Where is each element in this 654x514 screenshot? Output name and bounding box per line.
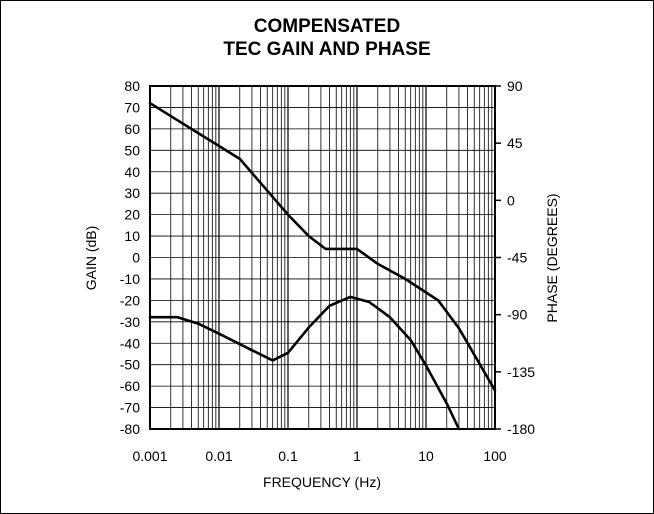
y-tick-label: -50	[120, 357, 140, 373]
y-tick-label: -70	[120, 400, 140, 416]
y-tick-label: 70	[124, 99, 140, 115]
x-tick-label: 0.01	[205, 448, 232, 464]
y-tick-label: 50	[124, 142, 140, 158]
y2-tick-label: -45	[507, 250, 527, 266]
y2-tick-label: 90	[507, 78, 523, 94]
x-axis-label: FREQUENCY (Hz)	[263, 474, 381, 490]
x-tick-label: 0.1	[278, 448, 298, 464]
y-tick-labels: 80 70 60 50 40 30 20 10 0 -10 -20 -30 -40 -50 -60 -70 -8…	[120, 78, 140, 437]
series-lines	[148, 101, 497, 431]
x-tick-label: 100	[483, 448, 507, 464]
y2-tick-label: 0	[507, 192, 515, 208]
y-tick-label: 40	[124, 164, 140, 180]
y-tick-label: -80	[120, 421, 140, 437]
y2-tick-labels: 90 45 0 -45 -90 -135 -180	[495, 78, 535, 437]
y2-axis-label: PHASE (DEGREES)	[544, 193, 560, 322]
y-tick-label: -60	[120, 378, 140, 394]
x-tick-labels: 0.001 0.01 0.1 1 10 100	[132, 448, 506, 464]
y-tick-label: 20	[124, 207, 140, 223]
y-tick-label: -20	[120, 292, 140, 308]
phase-curve	[148, 295, 461, 431]
y-tick-label: 60	[124, 121, 140, 137]
x-tick-label: 0.001	[132, 448, 167, 464]
y2-tick-label: 45	[507, 135, 523, 151]
y2-tick-label: -180	[507, 421, 535, 437]
y-tick-label: -40	[120, 335, 140, 351]
y-tick-label: 0	[132, 250, 140, 266]
y-tick-label: -10	[120, 271, 140, 287]
y-tick-label: -30	[120, 314, 140, 330]
y-tick-label: 30	[124, 185, 140, 201]
x-tick-label: 1	[353, 448, 361, 464]
grid	[149, 86, 495, 429]
y2-tick-label: -90	[507, 307, 527, 323]
y-tick-label: 10	[124, 228, 140, 244]
y-axis-label: GAIN (dB)	[83, 226, 99, 291]
y-tick-label: 80	[124, 78, 140, 94]
y2-tick-label: -135	[507, 364, 535, 380]
x-tick-label: 10	[418, 448, 434, 464]
chart-title-line-1: COMPENSATED	[254, 16, 400, 37]
chart-title-line-2: TEC GAIN AND PHASE	[223, 39, 430, 60]
gain-curve	[148, 101, 497, 392]
